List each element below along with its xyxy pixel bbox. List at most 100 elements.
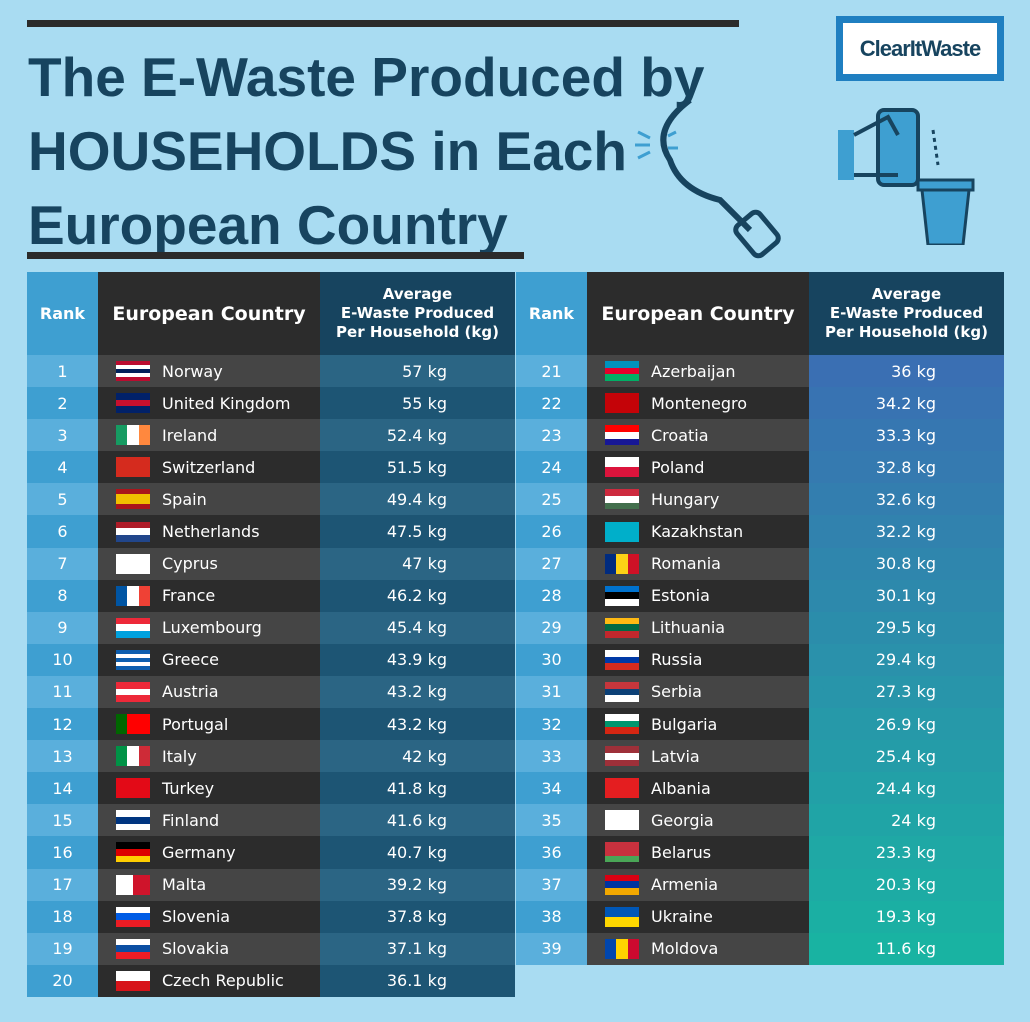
table-row: 38 Ukraine 19.3 kg bbox=[516, 900, 1004, 933]
country-cell: Estonia bbox=[587, 579, 809, 612]
table-row: 32 Bulgaria 26.9 kg bbox=[516, 708, 1004, 741]
title-bottom-rule bbox=[27, 252, 524, 259]
country-cell: Slovakia bbox=[98, 932, 320, 965]
value-cell: 55 kg bbox=[320, 387, 515, 420]
value-cell: 42 kg bbox=[320, 740, 515, 773]
country-name: Bulgaria bbox=[651, 714, 718, 734]
rank-cell: 12 bbox=[27, 708, 98, 741]
table-row: 23 Croatia 33.3 kg bbox=[516, 419, 1004, 452]
rank-cell: 26 bbox=[516, 515, 587, 548]
header-country: European Country bbox=[587, 272, 809, 355]
flag-icon bbox=[605, 521, 639, 542]
rank-cell: 29 bbox=[516, 611, 587, 644]
rank-cell: 15 bbox=[27, 804, 98, 837]
flag-icon bbox=[605, 489, 639, 510]
value-cell: 32.8 kg bbox=[809, 451, 1004, 484]
flag-icon bbox=[116, 457, 150, 478]
country-cell: United Kingdom bbox=[98, 387, 320, 420]
country-cell: Latvia bbox=[587, 740, 809, 773]
value-cell: 33.3 kg bbox=[809, 419, 1004, 452]
value-cell: 24.4 kg bbox=[809, 772, 1004, 805]
country-cell: Greece bbox=[98, 643, 320, 676]
value-cell: 40.7 kg bbox=[320, 836, 515, 869]
flag-icon bbox=[116, 938, 150, 959]
table-row: 34 Albania 24.4 kg bbox=[516, 772, 1004, 805]
rank-cell: 16 bbox=[27, 836, 98, 869]
rank-cell: 7 bbox=[27, 547, 98, 580]
flag-icon bbox=[116, 681, 150, 702]
country-cell: Norway bbox=[98, 355, 320, 388]
country-cell: Czech Republic bbox=[98, 964, 320, 997]
flag-icon bbox=[605, 393, 639, 414]
flag-icon bbox=[605, 553, 639, 574]
value-cell: 11.6 kg bbox=[809, 932, 1004, 965]
country-name: Latvia bbox=[651, 746, 700, 766]
flag-icon bbox=[605, 649, 639, 670]
rank-cell: 3 bbox=[27, 419, 98, 452]
country-name: Switzerland bbox=[162, 457, 256, 477]
rank-cell: 31 bbox=[516, 675, 587, 709]
country-cell: Belarus bbox=[587, 836, 809, 869]
table-row: 20 Czech Republic 36.1 kg bbox=[27, 964, 515, 997]
flag-icon bbox=[605, 874, 639, 895]
country-cell: Germany bbox=[98, 836, 320, 869]
flag-icon bbox=[605, 457, 639, 478]
flag-icon bbox=[605, 585, 639, 606]
rank-cell: 20 bbox=[27, 964, 98, 997]
rank-cell: 39 bbox=[516, 932, 587, 965]
country-cell: Croatia bbox=[587, 419, 809, 452]
flag-icon bbox=[116, 649, 150, 670]
value-cell: 30.8 kg bbox=[809, 547, 1004, 580]
table-row: 4 Switzerland 51.5 kg bbox=[27, 451, 515, 484]
rank-cell: 22 bbox=[516, 387, 587, 420]
value-cell: 32.6 kg bbox=[809, 483, 1004, 516]
value-cell: 20.3 kg bbox=[809, 868, 1004, 901]
value-cell: 32.2 kg bbox=[809, 515, 1004, 548]
value-cell: 47 kg bbox=[320, 547, 515, 580]
value-cell: 52.4 kg bbox=[320, 419, 515, 452]
country-cell: Lithuania bbox=[587, 611, 809, 644]
table-row: 27 Romania 30.8 kg bbox=[516, 547, 1004, 580]
header-rank: Rank bbox=[516, 272, 587, 355]
rank-cell: 14 bbox=[27, 772, 98, 805]
country-name: Montenegro bbox=[651, 393, 748, 413]
rank-cell: 36 bbox=[516, 836, 587, 869]
flag-icon bbox=[116, 393, 150, 414]
flag-icon bbox=[116, 874, 150, 895]
flag-icon bbox=[116, 361, 150, 382]
country-name: Greece bbox=[162, 650, 219, 670]
flag-icon bbox=[116, 553, 150, 574]
value-cell: 29.5 kg bbox=[809, 611, 1004, 644]
value-cell: 27.3 kg bbox=[809, 675, 1004, 709]
value-cell: 41.6 kg bbox=[320, 804, 515, 837]
flag-icon bbox=[605, 746, 639, 767]
table-row: 8 France 46.2 kg bbox=[27, 579, 515, 612]
country-cell: Moldova bbox=[587, 932, 809, 965]
country-cell: Luxembourg bbox=[98, 611, 320, 644]
flag-icon bbox=[116, 810, 150, 831]
value-cell: 41.8 kg bbox=[320, 772, 515, 805]
value-cell: 47.5 kg bbox=[320, 515, 515, 548]
table-row: 37 Armenia 20.3 kg bbox=[516, 868, 1004, 901]
broken-plug-icon bbox=[635, 97, 781, 259]
country-name: Turkey bbox=[162, 778, 215, 798]
country-name: Italy bbox=[162, 746, 197, 766]
value-cell: 26.9 kg bbox=[809, 708, 1004, 741]
value-cell: 29.4 kg bbox=[809, 643, 1004, 676]
country-name: France bbox=[162, 586, 216, 606]
rank-cell: 27 bbox=[516, 547, 587, 580]
flag-icon bbox=[605, 425, 639, 446]
country-name: Spain bbox=[162, 489, 207, 509]
rank-cell: 11 bbox=[27, 675, 98, 709]
country-name: United Kingdom bbox=[162, 393, 291, 413]
phone-to-trash-icon bbox=[838, 108, 975, 245]
table-row: 36 Belarus 23.3 kg bbox=[516, 836, 1004, 869]
table-row: 5 Spain 49.4 kg bbox=[27, 483, 515, 516]
flag-icon bbox=[116, 906, 150, 927]
table-row: 18 Slovenia 37.8 kg bbox=[27, 900, 515, 933]
value-cell: 39.2 kg bbox=[320, 868, 515, 901]
table-header: Rank European Country Average E-Waste Pro… bbox=[516, 272, 1004, 355]
rank-cell: 6 bbox=[27, 515, 98, 548]
flag-icon bbox=[605, 714, 639, 735]
ranking-table-left: Rank European Country Average E-Waste Pro… bbox=[27, 272, 515, 997]
